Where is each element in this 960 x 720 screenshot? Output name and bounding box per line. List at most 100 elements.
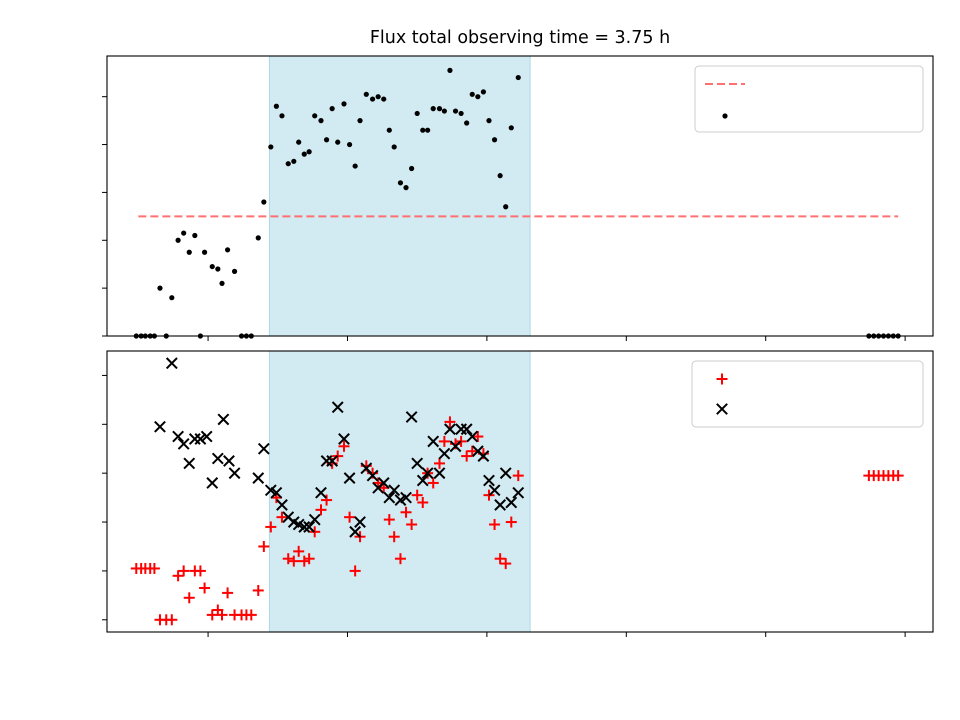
predicted-star-point [444,423,456,436]
x-marker-b [264,484,277,497]
matched-star-point [455,435,467,447]
measurement-point [469,91,475,97]
legend-box [694,65,924,133]
x-marker-b [349,525,362,538]
predicted-star-point [206,477,219,489]
predicted-star-point [460,423,473,436]
measurement-point [430,106,436,112]
measurement-point [486,118,492,124]
predicted-star-point [217,413,230,426]
predicted-star-point [188,433,201,445]
x-marker-b [165,357,178,370]
x-marker-b [211,452,224,465]
matched-star-point [276,511,288,523]
x-marker-b [206,477,219,489]
measurement-point [201,249,208,255]
measurement-point [346,141,353,148]
measurement-point [425,127,431,133]
x-marker-b [505,496,518,509]
x-marker-b [223,455,235,467]
x-marker-b [477,450,490,462]
matched-star-point [427,477,439,489]
measurement-point [268,144,274,150]
x-marker-b [183,457,196,470]
legend-box [691,360,924,428]
x-marker-b [200,430,213,443]
measurement-point [452,108,459,114]
x-marker-b [194,433,207,445]
predicted-star-point [252,472,265,484]
measurement-point [503,204,509,210]
measurement-point [285,161,291,167]
x-marker-b [298,521,311,533]
predicted-star-point [172,430,185,443]
x-marker-b [217,413,230,426]
measurement-point [312,113,318,119]
measurement-point [261,199,267,205]
x-marker-b [366,469,379,482]
measurement-point [231,268,238,274]
matched-star-point [148,562,160,574]
measurement-point [357,118,363,124]
matched-star-point [282,553,294,565]
predicted-star-point [177,437,190,450]
shaded-observing-window [268,55,531,337]
predicted-star-point [338,433,350,445]
predicted-star-point [200,430,213,443]
predicted-star-point [449,440,462,453]
x-marker-b [405,411,418,423]
matched-star-point [400,506,412,518]
matched-star-point [252,584,264,596]
measurement-point [296,139,302,145]
x-marker-b [488,484,501,497]
x-marker-b [287,516,300,528]
measurement-point [181,230,187,236]
matched-star-point [194,565,206,577]
x-marker-b [252,472,265,484]
x-marker-b [512,486,525,499]
measurement-point [491,137,498,143]
chart-title: Flux total observing time = 3.75 h [370,28,670,48]
predicted-star-point [211,452,224,465]
matched-star-point [166,614,178,626]
measurement-point [363,91,369,97]
matched-star-point [206,609,218,621]
measurement-point [397,180,404,186]
measurement-point [458,110,464,117]
x-marker-b [172,430,185,443]
x-marker-b [483,474,495,487]
matched-star-point [315,504,327,516]
x-marker-b [282,511,295,524]
x-marker-b [433,467,446,480]
measurement-point [186,249,192,255]
matched-star-point [216,609,228,621]
predicted-star-point [377,477,390,489]
predicted-star-point [303,521,316,533]
x-marker-b [360,462,373,475]
measurement-point [508,125,514,131]
x-marker-b [466,430,479,443]
measurement-point [386,127,392,133]
predicted-star-point [257,442,270,455]
matched-star-point [472,431,484,443]
predicted-star-point [326,455,339,467]
matched-star-point [433,457,445,469]
predicted-star-point [383,491,396,504]
predicted-star-point [228,467,241,480]
matched-star-point [293,545,305,557]
x-marker-b [276,499,288,511]
x-marker-b [494,499,507,511]
matched-star-point [321,494,333,506]
measurement-point [306,149,312,155]
matched-star-point [489,518,501,530]
predicted-star-point [505,496,518,509]
matched-star-point [172,570,184,582]
x-marker-b [388,484,401,497]
x-marker-b [331,401,344,414]
axes-frame [106,350,934,633]
matched-star-point [288,555,300,567]
predicted-star-point [488,484,501,497]
measurement-point [480,89,487,95]
matched-star-point [183,592,195,604]
x-marker-b [416,474,429,487]
